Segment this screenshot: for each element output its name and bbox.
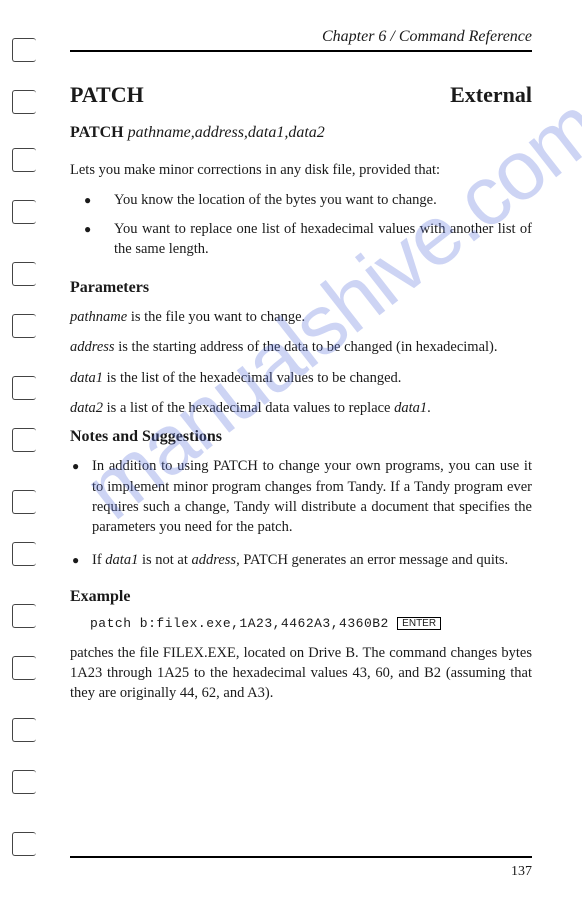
example-code: patch b:filex.exe,1A23,4462A3,4360B2 <box>90 616 389 631</box>
notes-list: In addition to using PATCH to change you… <box>70 456 532 569</box>
example-heading: Example <box>70 588 532 606</box>
parameter-line: data2 is a list of the hexadecimal data … <box>70 398 532 418</box>
page-footer: 137 <box>70 856 532 880</box>
parameter-line: pathname is the file you want to change. <box>70 307 532 327</box>
binder-mark <box>12 832 36 856</box>
intro-bullet-list: You know the location of the bytes you w… <box>70 190 532 259</box>
syntax-arguments: pathname,address,data1,data2 <box>128 124 325 141</box>
command-type: External <box>450 82 532 108</box>
list-item: You know the location of the bytes you w… <box>114 190 532 210</box>
parameters-block: pathname is the file you want to change.… <box>70 307 532 418</box>
list-item: If data1 is not at address, PATCH genera… <box>92 550 532 570</box>
chapter-header: Chapter 6 / Command Reference <box>70 28 532 52</box>
example-description: patches the file FILEX.EXE, located on D… <box>70 643 532 704</box>
parameter-line: data1 is the list of the hexadecimal val… <box>70 368 532 388</box>
parameter-line: address is the starting address of the d… <box>70 337 532 357</box>
example-code-line: patch b:filex.exe,1A23,4462A3,4360B2 ENT… <box>90 616 532 631</box>
intro-text: Lets you make minor corrections in any d… <box>70 160 532 180</box>
binder-mark <box>12 770 36 794</box>
enter-key-icon: ENTER <box>397 617 441 630</box>
page-number: 137 <box>511 864 532 879</box>
list-item: You want to replace one list of hexadeci… <box>114 219 532 260</box>
list-item: In addition to using PATCH to change you… <box>92 456 532 537</box>
document-page: Chapter 6 / Command Reference PATCH Exte… <box>0 0 582 732</box>
parameters-heading: Parameters <box>70 279 532 297</box>
syntax-line: PATCH pathname,address,data1,data2 <box>70 124 532 142</box>
command-name: PATCH <box>70 82 144 108</box>
command-title-row: PATCH External <box>70 82 532 108</box>
notes-heading: Notes and Suggestions <box>70 428 532 446</box>
syntax-command: PATCH <box>70 124 124 141</box>
